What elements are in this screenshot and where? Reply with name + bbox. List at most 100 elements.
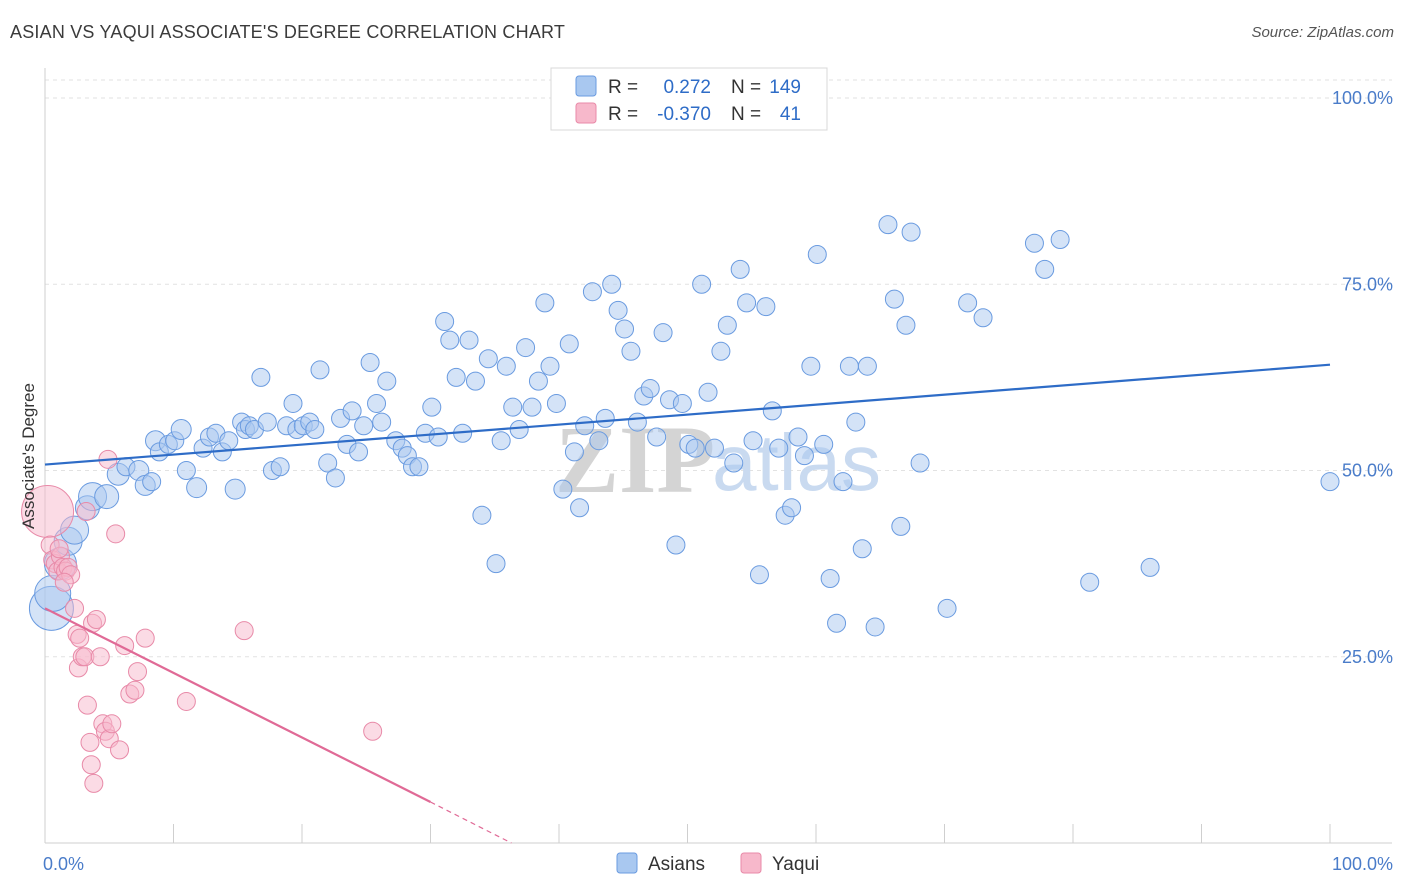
data-point-asians (372, 412, 392, 432)
axes (44, 68, 1392, 844)
data-point-asians (737, 293, 757, 313)
data-point-asians (589, 431, 609, 451)
data-point-asians (820, 569, 840, 589)
data-point-asians (814, 434, 834, 454)
legend-r-label: R = (608, 104, 638, 125)
data-point-asians (94, 484, 120, 510)
data-point-asians (465, 371, 485, 391)
data-point-asians (409, 457, 429, 477)
legend-n-label: N = (731, 77, 761, 98)
data-point-yaqui (65, 598, 85, 618)
data-point-yaqui (128, 662, 148, 682)
data-point-asians (621, 341, 641, 361)
data-point-yaqui (234, 621, 254, 641)
grid-lines (45, 79, 1392, 658)
data-point-asians (553, 479, 573, 499)
data-point-asians (807, 244, 827, 264)
data-point-yaqui (86, 610, 106, 629)
data-point-asians (310, 360, 330, 380)
legend-n-value: 149 (769, 77, 801, 98)
data-point-asians (570, 498, 590, 518)
data-point-asians (478, 349, 498, 369)
trend-line-extension-yaqui (430, 801, 512, 844)
data-point-yaqui (110, 740, 130, 760)
data-point-asians (354, 416, 374, 436)
y-tick-label: 50.0% (1342, 461, 1393, 481)
data-point-asians (422, 397, 442, 417)
data-point-asians (1320, 472, 1340, 492)
y-axis-label: Associate's Degree (19, 383, 38, 529)
data-point-asians (459, 330, 479, 350)
data-point-asians (937, 598, 957, 618)
data-point-asians (170, 419, 192, 441)
data-point-asians (595, 408, 615, 428)
data-point-asians (559, 334, 579, 354)
data-point-asians (743, 431, 763, 451)
data-point-asians (857, 356, 877, 376)
bottom-legend-label-asians: Asians (648, 854, 705, 875)
trend-lines (44, 363, 1331, 844)
data-point-asians (305, 420, 325, 440)
data-point-asians (503, 397, 523, 417)
bottom-legend-label-yaqui: Yaqui (772, 854, 819, 875)
data-point-asians (627, 412, 647, 432)
data-point-asians (428, 427, 448, 447)
data-point-asians (782, 498, 802, 518)
data-point-asians (602, 274, 622, 294)
data-point-asians (142, 472, 162, 492)
data-point-asians (1140, 557, 1160, 577)
data-point-asians (257, 412, 277, 432)
data-point-yaqui (77, 695, 97, 715)
data-point-asians (653, 323, 673, 343)
bottom-legend-swatch-yaqui (740, 852, 762, 874)
data-point-asians (224, 478, 246, 500)
data-point-asians (910, 453, 930, 473)
data-point-asians (973, 308, 993, 328)
legend-n-label: N = (731, 104, 761, 125)
series-asians (28, 215, 1340, 637)
data-point-asians (1035, 259, 1055, 279)
chart-title: ASIAN VS YAQUI ASSOCIATE'S DEGREE CORREL… (10, 22, 566, 42)
data-point-asians (769, 438, 789, 458)
data-point-asians (730, 259, 750, 279)
data-point-asians (762, 401, 782, 421)
data-point-asians (749, 565, 769, 585)
data-point-yaqui (363, 721, 383, 741)
y-tick-label: 100.0% (1332, 88, 1393, 108)
bottom-legend: Asians Yaqui (616, 852, 819, 875)
data-point-asians (711, 341, 731, 361)
legend-r-value: 0.272 (663, 77, 711, 98)
data-point-yaqui (90, 647, 110, 667)
data-point-asians (724, 453, 744, 473)
data-point-asians (575, 416, 595, 436)
data-point-asians (509, 420, 529, 440)
data-point-asians (435, 312, 455, 331)
legend-swatch-asians (575, 75, 597, 97)
data-point-yaqui (49, 539, 69, 559)
legend: R = 0.272 N = 149 R = -0.370 N = 41 (550, 67, 828, 131)
data-point-asians (535, 293, 555, 313)
data-point-asians (540, 356, 560, 376)
data-point-asians (839, 356, 859, 376)
data-point-asians (794, 446, 814, 466)
legend-row-yaqui: R = -0.370 N = 41 (575, 102, 801, 125)
data-point-yaqui (80, 732, 100, 752)
data-point-yaqui (81, 755, 101, 775)
data-point-asians (615, 319, 635, 339)
trend-line-asians (44, 363, 1331, 466)
data-point-yaqui (54, 572, 74, 592)
data-point-asians (251, 367, 271, 387)
data-point-asians (692, 274, 712, 294)
data-point-yaqui (70, 628, 90, 648)
data-point-asians (1080, 572, 1100, 592)
data-point-asians (878, 215, 898, 235)
data-point-yaqui (102, 714, 122, 734)
data-point-asians (491, 431, 511, 451)
data-point-asians (516, 338, 536, 358)
data-point-asians (546, 393, 566, 413)
data-point-asians (318, 453, 338, 473)
data-point-asians (704, 438, 724, 458)
data-point-asians (672, 393, 692, 413)
data-point-asians (367, 393, 387, 413)
